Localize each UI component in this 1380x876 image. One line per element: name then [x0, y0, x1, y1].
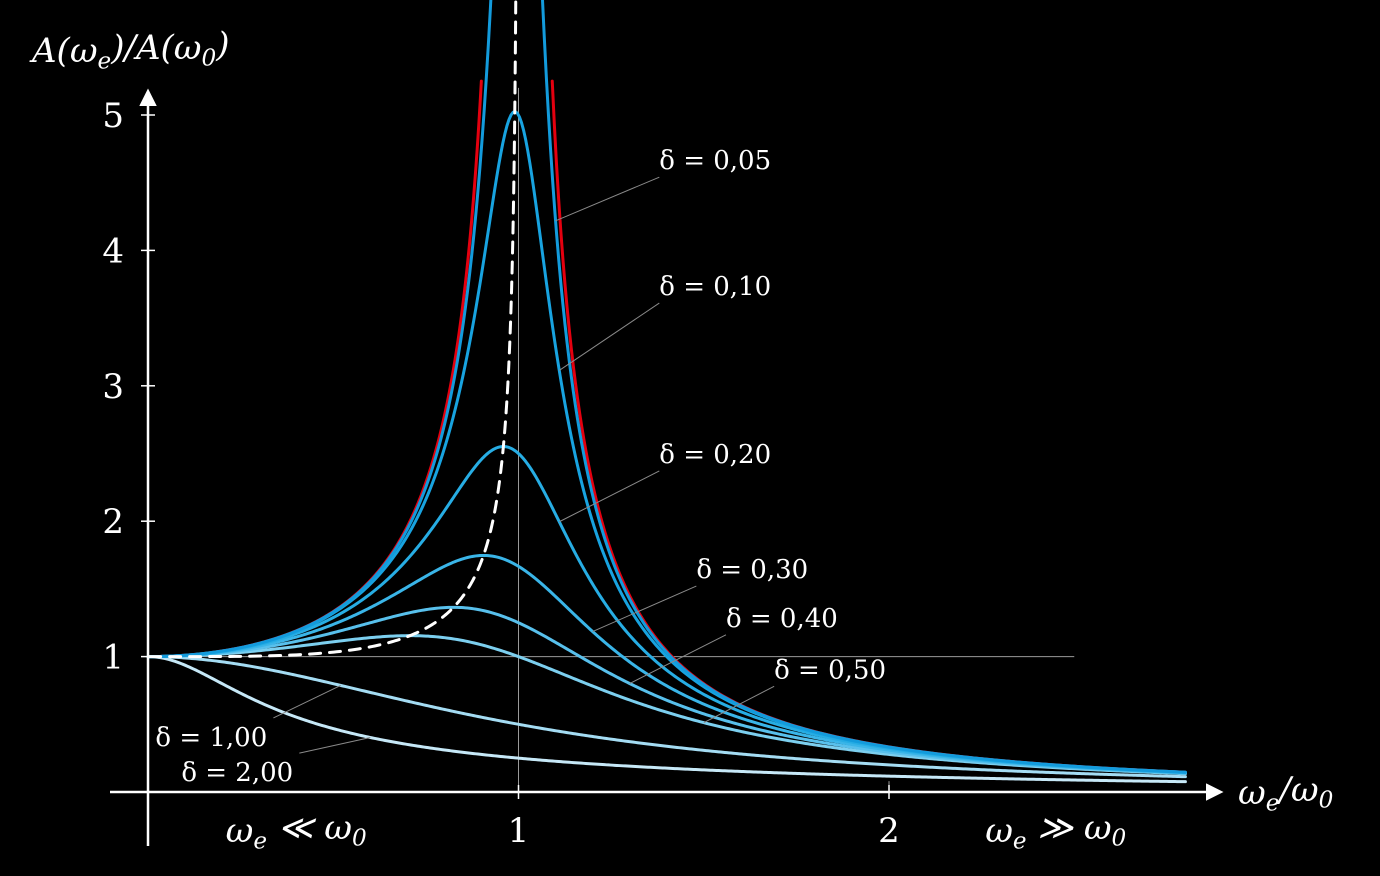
guide-lines [148, 87, 1075, 792]
y-tick-label: 2 [102, 502, 124, 542]
series-label: δ = 0,40 [726, 604, 838, 634]
series-label: δ = 0,20 [659, 440, 771, 470]
region-label: ωe​ ≪ ω0​ [226, 808, 367, 855]
series-label: δ = 0,30 [696, 555, 808, 585]
series-line [146, 655, 1187, 779]
y-tick-label: 5 [102, 96, 124, 136]
series-label-leader [299, 736, 371, 754]
y-tick-label: 3 [102, 367, 124, 407]
series-label: δ = 0,50 [774, 655, 886, 685]
y-tick-label: 1 [102, 638, 124, 678]
x-tick-label: 2 [878, 811, 900, 851]
x-axis-label: ωe​/ω0​ [1238, 770, 1333, 817]
x-tick-label: 1 [508, 811, 530, 851]
peak-locus-line [148, 0, 518, 659]
series-line [146, 553, 1187, 775]
series-label-leader [559, 470, 660, 523]
series-label: δ = 0,05 [659, 146, 771, 176]
series-line [146, 0, 1187, 774]
labels: 1 2 3 4 5 1 2 A(ωe​)/A(ω0​) ωe​/ω0​ ωe​ ≪ ω0​ ωe​ … [29, 25, 1333, 855]
region-label: ωe​ ≫ ω0​ [985, 808, 1126, 855]
series-label: δ = 1,00 [155, 723, 267, 753]
y-tick-label: 4 [102, 231, 124, 271]
undamped-curve-left [146, 79, 483, 659]
series-label-leader [273, 684, 341, 719]
y-axis-label: A(ωe​)/A(ω0​) [29, 25, 229, 75]
series-label-leader [558, 302, 660, 371]
series-line [146, 445, 1187, 774]
series-label-leader [555, 176, 660, 222]
series-label-leader [629, 634, 727, 684]
series-label: δ = 2,00 [181, 758, 293, 788]
series-label-leader [703, 685, 775, 724]
resonance-curves [146, 0, 1187, 784]
series-line [146, 655, 1187, 784]
series-label-leader [592, 585, 697, 632]
axes [110, 88, 1224, 846]
series-label: δ = 0,10 [659, 272, 771, 302]
